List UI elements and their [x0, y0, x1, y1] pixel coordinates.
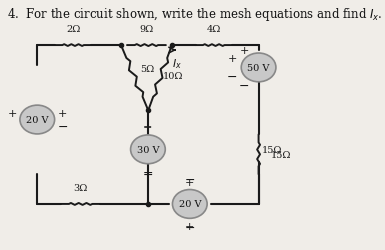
- Text: $I_x$: $I_x$: [172, 57, 182, 71]
- Text: +: +: [8, 108, 17, 118]
- Text: −: −: [184, 221, 195, 234]
- Text: −: −: [143, 168, 153, 181]
- Text: 9Ω: 9Ω: [139, 25, 154, 34]
- Text: +: +: [58, 108, 67, 118]
- Text: 20 V: 20 V: [26, 116, 49, 124]
- Text: +: +: [143, 123, 152, 133]
- Text: +: +: [239, 46, 249, 56]
- Text: +: +: [185, 177, 194, 187]
- Circle shape: [131, 136, 165, 164]
- Text: 30 V: 30 V: [137, 145, 159, 154]
- Text: −: −: [239, 80, 249, 93]
- Text: −: −: [143, 166, 153, 179]
- Circle shape: [20, 106, 55, 134]
- Text: +: +: [228, 54, 237, 64]
- Text: −: −: [58, 120, 68, 134]
- Text: +: +: [185, 221, 194, 231]
- Circle shape: [172, 190, 207, 218]
- Text: 4.  For the circuit shown, write the mesh equations and find $I_x$.: 4. For the circuit shown, write the mesh…: [7, 6, 383, 23]
- Text: 15Ω: 15Ω: [271, 150, 291, 159]
- Circle shape: [241, 54, 276, 82]
- Text: −: −: [184, 173, 195, 186]
- Text: 3Ω: 3Ω: [74, 184, 88, 192]
- Text: 20 V: 20 V: [179, 200, 201, 208]
- Text: 10Ω: 10Ω: [163, 72, 183, 81]
- Text: 2Ω: 2Ω: [66, 25, 80, 34]
- Text: 5Ω: 5Ω: [140, 65, 154, 74]
- Text: 4Ω: 4Ω: [206, 25, 221, 34]
- Text: 50 V: 50 V: [248, 64, 270, 72]
- Text: −: −: [226, 71, 237, 84]
- Text: 15Ω: 15Ω: [262, 145, 282, 154]
- Text: +: +: [143, 122, 152, 132]
